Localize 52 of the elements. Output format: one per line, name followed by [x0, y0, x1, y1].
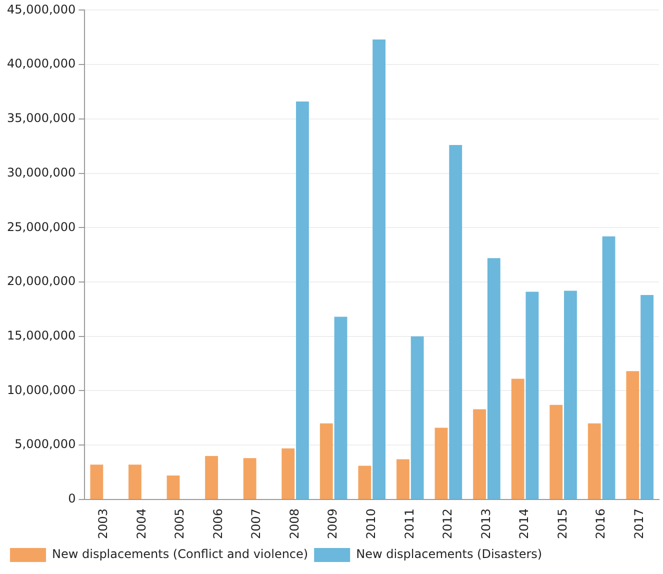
- x-tick-label: 2017: [632, 508, 646, 540]
- x-tick-label: 2003: [96, 508, 110, 540]
- x-tick-label: 2016: [594, 508, 608, 540]
- x-tick-label: 2005: [172, 508, 187, 540]
- bar: [90, 464, 104, 499]
- bar: [296, 102, 309, 499]
- x-tick-label: 2014: [517, 508, 532, 540]
- bar: [128, 464, 142, 499]
- bar: [564, 290, 577, 499]
- bar: [396, 459, 410, 499]
- bar: [334, 316, 348, 499]
- bar: [410, 336, 424, 499]
- y-tick-label: 10,000,000: [6, 382, 76, 397]
- bar: [243, 458, 256, 499]
- bar: [320, 423, 333, 499]
- x-tick-label: 2008: [287, 508, 302, 540]
- bar: [205, 456, 218, 499]
- y-tick-label: 25,000,000: [6, 220, 76, 234]
- y-tick-label: 30,000,000: [6, 165, 76, 180]
- bar: [434, 428, 448, 499]
- x-tick-label: 2013: [478, 508, 493, 540]
- y-tick-label: 15,000,000: [6, 328, 76, 342]
- bar: [449, 145, 462, 499]
- y-tick-label: 20,000,000: [6, 274, 76, 288]
- bar: [626, 371, 640, 499]
- legend-label: New displacements (Conflict and violence): [52, 547, 308, 562]
- x-tick-label: 2015: [555, 508, 570, 540]
- bar: [358, 466, 372, 499]
- y-tick-label: 35,000,000: [6, 111, 76, 126]
- x-tick-label: 2007: [249, 508, 264, 540]
- bar: [550, 404, 563, 499]
- bar: [487, 258, 500, 499]
- bar: [511, 378, 524, 499]
- legend-label: New displacements (Disasters): [356, 547, 542, 562]
- y-tick-label: 45,000,000: [6, 2, 76, 16]
- bar: [372, 40, 386, 499]
- bar: [526, 292, 539, 499]
- x-tick-label: 2009: [326, 508, 340, 540]
- y-tick-label: 40,000,000: [6, 56, 76, 71]
- bar: [473, 409, 486, 499]
- bar: [588, 423, 601, 499]
- bar: [166, 476, 180, 499]
- y-tick-label: 5,000,000: [14, 437, 76, 452]
- bar: [602, 236, 616, 499]
- bar: [640, 295, 654, 499]
- x-tick-label: 2011: [402, 508, 416, 540]
- x-tick-label: 2004: [134, 508, 148, 540]
- x-tick-label: 2010: [364, 508, 378, 540]
- x-tick-label: 2006: [210, 508, 225, 540]
- y-tick-label: 0: [68, 492, 76, 506]
- bar: [282, 448, 295, 499]
- x-tick-label: 2012: [440, 508, 455, 540]
